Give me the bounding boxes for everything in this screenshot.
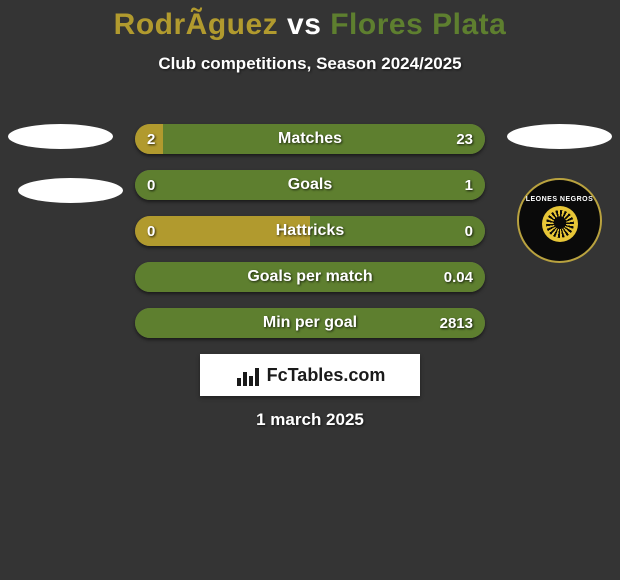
bar-label: Matches [135,124,485,154]
bar-value-right: 1 [465,170,473,200]
bar-value-right: 23 [456,124,473,154]
title-vs: vs [287,8,330,41]
bar-chart-icon [235,364,261,386]
club-right-logo: LEONES NEGROS [517,178,602,263]
player-right-avatar [507,124,612,149]
bar-value-right: 0 [465,216,473,246]
bar-value-left: 0 [147,170,155,200]
title-right-colored: Flores Plata [330,8,506,41]
bar-value-right: 0.04 [444,262,473,292]
club-left-logo [18,178,123,203]
brand-text: FcTables.com [267,365,386,386]
player-left-avatar [8,124,113,149]
bar-label: Min per goal [135,308,485,338]
bar-value-right: 2813 [440,308,473,338]
page-title: RodrÃ­guez vs Flores Plata RodrÃ­guez vs… [0,0,620,42]
bar-label: Goals per match [135,262,485,292]
bar-label: Goals [135,170,485,200]
date-text: 1 march 2025 [0,410,620,430]
lion-icon [542,206,578,242]
club-right-top-text: LEONES NEGROS [526,196,594,203]
bar-row: Goals per match0.04 [135,262,485,292]
bar-row: Goals0 1 [135,170,485,200]
subtitle: Club competitions, Season 2024/2025 [0,54,620,74]
brand-badge: FcTables.com [200,354,420,396]
bar-row: Matches2 23 [135,124,485,154]
comparison-bars: Matches223Goals01Hattricks00Goals per ma… [135,124,485,354]
bar-label: Hattricks [135,216,485,246]
bar-row: Min per goal2813 [135,308,485,338]
title-left-colored: RodrÃ­guez [114,8,279,41]
bar-value-left: 0 [147,216,155,246]
bar-value-left: 2 [147,124,155,154]
bar-row: Hattricks0 0 [135,216,485,246]
